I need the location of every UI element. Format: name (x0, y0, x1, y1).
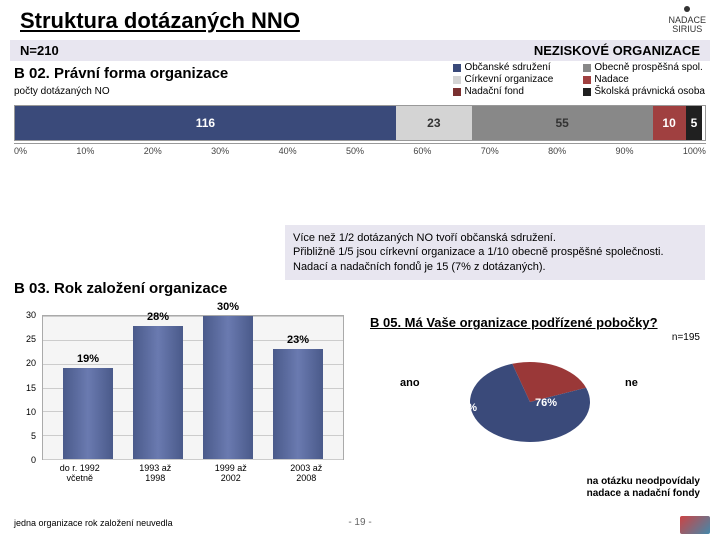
title-bar: Struktura dotázaných NNO (0, 0, 720, 38)
b03-chart: 051015202530 19%28%30%23% do r. 1992včet… (14, 315, 344, 490)
sub-bar: N=210 NEZISKOVÉ ORGANIZACE (10, 40, 710, 61)
logo-median (680, 516, 710, 534)
foot-left: jedna organizace rok založení neuvedla (14, 518, 173, 528)
b05-section: B 05. Má Vaše organizace podřízené poboč… (370, 315, 700, 467)
org-label: NEZISKOVÉ ORGANIZACE (534, 43, 700, 58)
b05-n: n=195 (370, 332, 700, 343)
logo-sirius: NADACESIRIUS (668, 6, 706, 34)
b05-pie: ano ne 24% 76% (370, 347, 700, 467)
b02-chart: 1162355105 (14, 105, 706, 141)
info-box: Více než 1/2 dotázaných NO tvoří občansk… (285, 225, 705, 280)
page-num: - 19 - (348, 517, 371, 528)
pie-yes-label: ano (400, 377, 420, 389)
foot-note: na otázku neodpovídalynadace a nadační f… (587, 476, 700, 500)
pie-yes-pct: 24% (455, 402, 477, 414)
pie-no-label: ne (625, 377, 638, 389)
pie-no-pct: 76% (535, 397, 557, 409)
b02-legend: Občanské sdruženíCírkevní organizaceNada… (453, 62, 705, 97)
main-title: Struktura dotázaných NNO (20, 8, 700, 34)
b03-title: B 03. Rok založení organizace (14, 280, 227, 297)
n-label: N=210 (20, 43, 59, 58)
b05-title: B 05. Má Vaše organizace podřízené poboč… (370, 315, 700, 330)
b02-axis: 0%10%20%30%40%50%60%70%80%90%100% (14, 143, 706, 156)
